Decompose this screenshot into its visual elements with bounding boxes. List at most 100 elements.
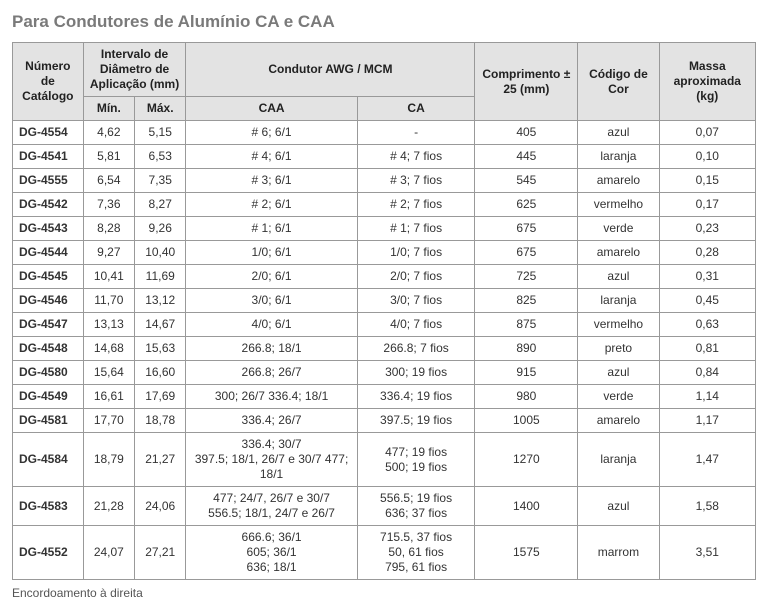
table-row: DG-45556,547,35# 3; 6/1# 3; 7 fios545ama… [13,169,756,193]
spec-table: Número de Catálogo Intervalo de Diâmetro… [12,42,756,580]
table-row: DG-454510,4111,692/0; 6/12/0; 7 fios725a… [13,265,756,289]
cell-min: 9,27 [83,241,134,265]
cell-cor: preto [578,337,659,361]
cell-ca: 300; 19 fios [357,361,475,385]
cell-caa: 4/0; 6/1 [186,313,357,337]
col-condutor: Condutor AWG / MCM [186,43,475,97]
cell-ca: 3/0; 7 fios [357,289,475,313]
cell-comprimento: 725 [475,265,578,289]
cell-massa: 0,10 [659,145,755,169]
cell-ca: 397.5; 19 fios [357,409,475,433]
cell-catalogo: DG-4554 [13,121,84,145]
cell-caa: 2/0; 6/1 [186,265,357,289]
cell-massa: 0,07 [659,121,755,145]
cell-massa: 0,63 [659,313,755,337]
cell-massa: 1,17 [659,409,755,433]
cell-min: 8,28 [83,217,134,241]
cell-massa: 0,31 [659,265,755,289]
cell-massa: 1,47 [659,433,755,487]
cell-max: 27,21 [135,526,186,580]
table-row: DG-458015,6416,60266.8; 26/7300; 19 fios… [13,361,756,385]
cell-catalogo: DG-4552 [13,526,84,580]
cell-ca: 1/0; 7 fios [357,241,475,265]
cell-max: 15,63 [135,337,186,361]
cell-comprimento: 445 [475,145,578,169]
cell-min: 14,68 [83,337,134,361]
cell-ca: # 3; 7 fios [357,169,475,193]
cell-max: 9,26 [135,217,186,241]
table-row: DG-45449,2710,401/0; 6/11/0; 7 fios675am… [13,241,756,265]
table-header: Número de Catálogo Intervalo de Diâmetro… [13,43,756,121]
cell-comprimento: 675 [475,217,578,241]
cell-massa: 0,23 [659,217,755,241]
cell-massa: 1,58 [659,487,755,526]
cell-cor: amarelo [578,241,659,265]
cell-max: 10,40 [135,241,186,265]
table-body: DG-45544,625,15# 6; 6/1-405azul0,07DG-45… [13,121,756,580]
cell-cor: marrom [578,526,659,580]
cell-catalogo: DG-4548 [13,337,84,361]
col-catalogo: Número de Catálogo [13,43,84,121]
cell-max: 24,06 [135,487,186,526]
cell-ca: 266.8; 7 fios [357,337,475,361]
cell-min: 6,54 [83,169,134,193]
cell-min: 5,81 [83,145,134,169]
cell-catalogo: DG-4542 [13,193,84,217]
cell-massa: 0,45 [659,289,755,313]
cell-comprimento: 915 [475,361,578,385]
page-title: Para Condutores de Alumínio CA e CAA [12,12,756,32]
cell-comprimento: 1400 [475,487,578,526]
table-row: DG-454713,1314,674/0; 6/14/0; 7 fios875v… [13,313,756,337]
table-row: DG-454916,6117,69300; 26/7 336.4; 18/133… [13,385,756,409]
table-row: DG-458117,7018,78336.4; 26/7397.5; 19 fi… [13,409,756,433]
cell-catalogo: DG-4555 [13,169,84,193]
cell-max: 5,15 [135,121,186,145]
cell-ca: # 2; 7 fios [357,193,475,217]
cell-caa: 336.4; 30/7397.5; 18/1, 26/7 e 30/7 477;… [186,433,357,487]
cell-caa: # 3; 6/1 [186,169,357,193]
cell-catalogo: DG-4541 [13,145,84,169]
cell-comprimento: 675 [475,241,578,265]
table-row: DG-454814,6815,63266.8; 18/1266.8; 7 fio… [13,337,756,361]
cell-catalogo: DG-4581 [13,409,84,433]
cell-ca: 477; 19 fios500; 19 fios [357,433,475,487]
cell-caa: 266.8; 18/1 [186,337,357,361]
cell-cor: laranja [578,433,659,487]
cell-cor: verde [578,385,659,409]
table-row: DG-455224,0727,21666.6; 36/1605; 36/1636… [13,526,756,580]
cell-catalogo: DG-4544 [13,241,84,265]
cell-ca: 715.5, 37 fios50, 61 fios795, 61 fios [357,526,475,580]
cell-comprimento: 1270 [475,433,578,487]
cell-caa: # 1; 6/1 [186,217,357,241]
cell-min: 18,79 [83,433,134,487]
cell-cor: amarelo [578,169,659,193]
cell-cor: amarelo [578,409,659,433]
col-massa: Massa aproximada (kg) [659,43,755,121]
cell-massa: 0,81 [659,337,755,361]
cell-cor: laranja [578,289,659,313]
cell-catalogo: DG-4580 [13,361,84,385]
cell-comprimento: 545 [475,169,578,193]
cell-ca: # 4; 7 fios [357,145,475,169]
table-row: DG-458418,7921,27336.4; 30/7397.5; 18/1,… [13,433,756,487]
cell-catalogo: DG-4583 [13,487,84,526]
cell-cor: azul [578,265,659,289]
cell-massa: 3,51 [659,526,755,580]
cell-ca: 556.5; 19 fios636; 37 fios [357,487,475,526]
col-min: Mín. [83,97,134,121]
cell-catalogo: DG-4546 [13,289,84,313]
cell-ca: 4/0; 7 fios [357,313,475,337]
col-intervalo: Intervalo de Diâmetro de Aplicação (mm) [83,43,186,97]
cell-massa: 0,17 [659,193,755,217]
cell-caa: # 4; 6/1 [186,145,357,169]
footnote: Encordoamento à direita [12,586,756,600]
cell-massa: 1,14 [659,385,755,409]
cell-comprimento: 1005 [475,409,578,433]
cell-caa: 266.8; 26/7 [186,361,357,385]
cell-min: 17,70 [83,409,134,433]
cell-min: 11,70 [83,289,134,313]
table-row: DG-454611,7013,123/0; 6/13/0; 7 fios825l… [13,289,756,313]
cell-comprimento: 890 [475,337,578,361]
cell-min: 7,36 [83,193,134,217]
cell-min: 13,13 [83,313,134,337]
